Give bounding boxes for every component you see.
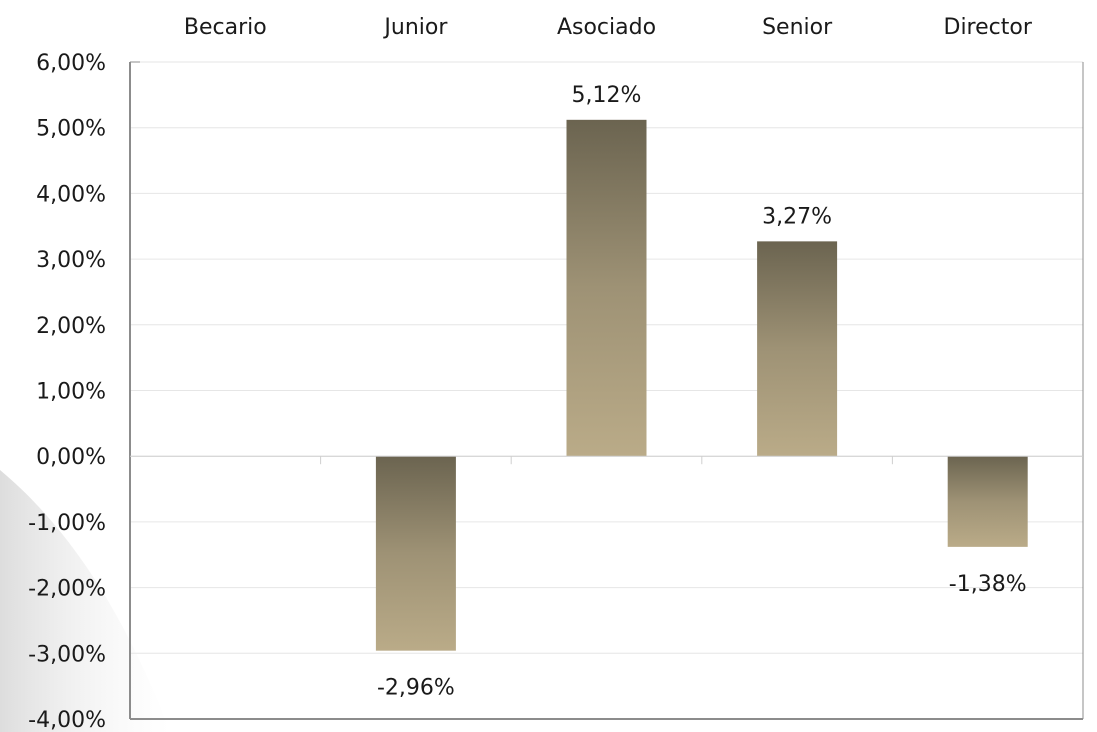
category-label-asociado: Asociado <box>557 15 656 40</box>
y-tick-label: -4,00% <box>28 708 106 732</box>
y-tick-label: -1,00% <box>28 511 106 536</box>
gridlines <box>130 61 1083 654</box>
category-label-senior: Senior <box>762 15 833 40</box>
data-label-director: -1,38% <box>949 572 1027 597</box>
y-tick-label: -2,00% <box>28 577 106 602</box>
category-label-junior: Junior <box>382 15 448 40</box>
y-tick-label: 4,00% <box>36 182 106 207</box>
y-tick-label: 2,00% <box>36 314 106 339</box>
category-label-director: Director <box>944 15 1033 40</box>
y-tick-label: 0,00% <box>36 445 106 470</box>
y-tick-label: -3,00% <box>28 642 106 667</box>
bar-asociado <box>566 119 647 457</box>
axes <box>129 61 1084 720</box>
data-label-senior: 3,27% <box>762 204 832 229</box>
bar-director <box>947 456 1028 547</box>
y-tick-label: 1,00% <box>36 380 106 405</box>
y-tick-label: 5,00% <box>36 117 106 142</box>
data-label-junior: -2,96% <box>377 676 455 701</box>
category-labels: Becario Junior Asociado Senior Director <box>184 15 1033 40</box>
y-axis-tick-labels: 6,00% 5,00% 4,00% 3,00% 2,00% 1,00% 0,00% -1,00… <box>28 51 106 732</box>
y-tick-label: 3,00% <box>36 248 106 273</box>
data-labels: -2,96% 5,12% 3,27% -1,38% <box>377 83 1027 701</box>
bar-senior <box>757 241 838 457</box>
data-label-asociado: 5,12% <box>572 83 642 108</box>
bar-junior <box>375 456 456 651</box>
y-tick-label: 6,00% <box>36 51 106 76</box>
bars <box>375 119 1028 651</box>
category-label-becario: Becario <box>184 15 267 40</box>
